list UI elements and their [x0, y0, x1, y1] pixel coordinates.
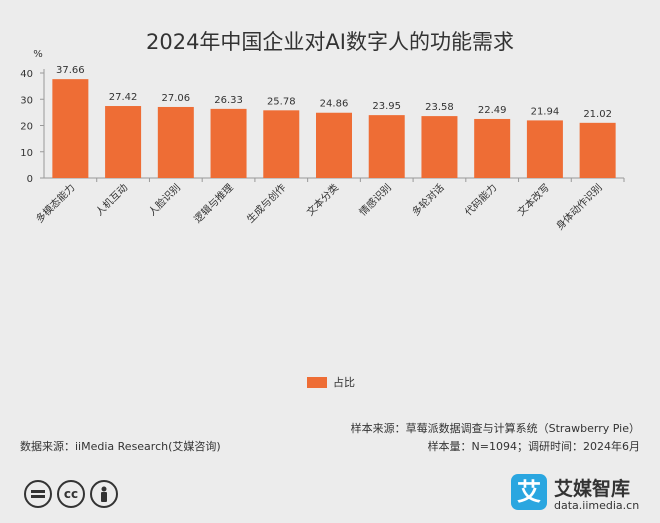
bar	[105, 106, 142, 178]
data-label: 21.94	[531, 106, 560, 117]
data-label: 23.95	[372, 101, 401, 112]
data-label: 27.42	[109, 92, 138, 103]
legend: 占比	[307, 374, 355, 390]
y-tick-label: 40	[20, 69, 33, 80]
x-tick-label: 人脸识别	[145, 181, 182, 218]
data-label: 21.02	[583, 109, 612, 120]
x-tick-label: 文本改写	[515, 181, 552, 218]
data-label: 26.33	[214, 95, 243, 106]
cc-icon: cc	[57, 480, 85, 508]
bar	[474, 118, 511, 178]
x-tick-label: 生成与创作	[244, 181, 289, 226]
brand-name: 艾媒智库	[554, 478, 631, 500]
x-tick-label: 代码能力	[462, 181, 499, 218]
y-axis-unit: %	[33, 49, 43, 60]
equals-icon	[24, 480, 52, 508]
bar	[210, 108, 247, 178]
y-tick-label: 20	[20, 122, 33, 133]
y-tick-label: 0	[27, 174, 33, 185]
data-label: 22.49	[478, 105, 507, 116]
data-source: 数据来源：iiMedia Research(艾媒咨询)	[20, 440, 221, 453]
legend-label: 占比	[333, 376, 355, 389]
data-label: 23.58	[425, 102, 454, 113]
x-tick-label: 逻辑与推理	[191, 181, 236, 226]
bar	[157, 106, 194, 178]
bar	[52, 79, 89, 178]
bar	[316, 112, 352, 178]
y-tick-label: 10	[20, 148, 33, 159]
bar	[368, 115, 405, 178]
x-tick-label: 文本分类	[304, 181, 341, 218]
bar	[526, 120, 563, 178]
sample-source: 样本来源：草莓派数据调查与计算系统（Strawberry Pie）	[350, 422, 640, 435]
brand-url: data.iimedia.cn	[554, 499, 640, 512]
x-tick-label: 人机互动	[93, 181, 130, 218]
legend-swatch	[307, 376, 327, 388]
data-label: 25.78	[267, 96, 296, 107]
data-label: 27.06	[161, 93, 190, 104]
bar-chart: % 0 10 20 30 40 37.66 多模态能力 27.42 人机互动 27.06 人脸识别 26…	[20, 49, 625, 233]
chart-title: 2024年中国企业对AI数字人的功能需求	[145, 30, 514, 54]
data-label: 37.66	[56, 65, 85, 76]
license-icons: cc	[24, 480, 118, 508]
data-label: 24.86	[320, 99, 349, 110]
y-tick-label: 30	[20, 95, 33, 106]
bar	[579, 122, 616, 178]
x-tick-label: 情感识别	[356, 181, 393, 218]
bar	[421, 116, 458, 178]
bar	[263, 110, 300, 178]
x-tick-label: 多模态能力	[33, 181, 78, 226]
x-tick-label: 身体动作识别	[553, 181, 605, 233]
brand-logo: 艾	[511, 474, 547, 510]
sample-size: 样本量：N=1094；调研时间：2024年6月	[427, 440, 640, 453]
x-tick-label: 多轮对话	[409, 181, 446, 218]
person-icon	[90, 480, 118, 508]
